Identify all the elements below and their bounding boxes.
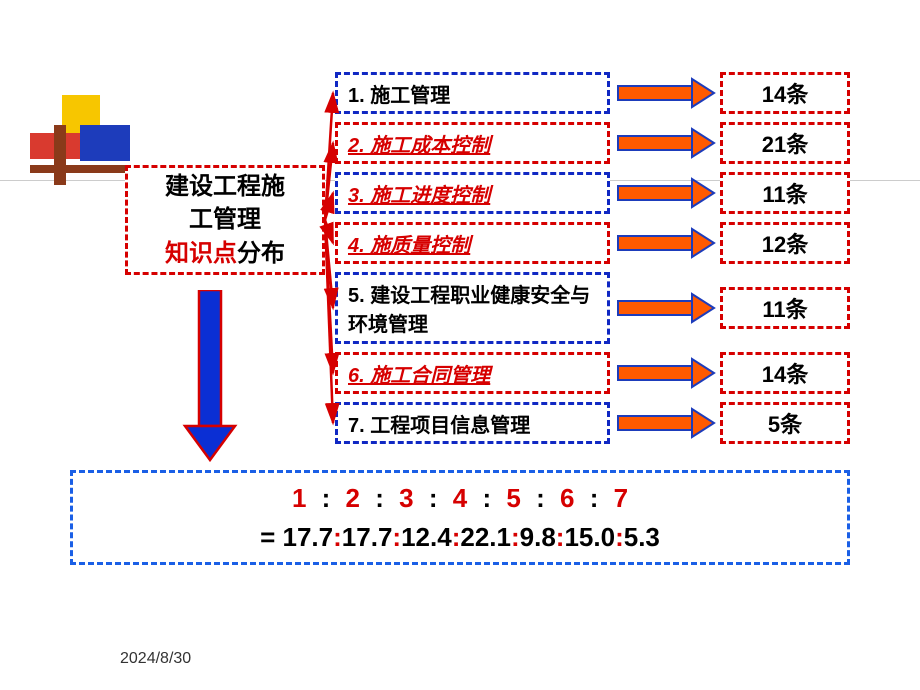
count-box-1: 14条 (720, 72, 850, 114)
topic-box-3: 3. 施工进度控制 (335, 172, 610, 214)
topic-box-7: 7. 工程项目信息管理 (335, 402, 610, 444)
topic-box-2: 2. 施工成本控制 (335, 122, 610, 164)
main-line3b: 分布 (237, 240, 285, 267)
count-box-5: 11条 (720, 287, 850, 329)
topic-box-1: 1. 施工管理 (335, 72, 610, 114)
ratio-numbers: 1 : 2 : 3 : 4 : 5 : 6 : 7 (73, 479, 847, 518)
count-box-7: 5条 (720, 402, 850, 444)
main-line1: 建设工程施 (165, 173, 285, 200)
down-arrow (170, 290, 250, 480)
topic-box-6: 6. 施工合同管理 (335, 352, 610, 394)
count-box-3: 11条 (720, 172, 850, 214)
decorative-logo (30, 95, 140, 185)
main-line3a: 知识点 (165, 240, 237, 267)
count-box-6: 14条 (720, 352, 850, 394)
topic-box-5: 5. 建设工程职业健康安全与环境管理 (335, 272, 610, 344)
ratio-box: 1 : 2 : 3 : 4 : 5 : 6 : 7 = 17.7:17.7:12… (70, 470, 850, 565)
topic-box-4: 4. 施质量控制 (335, 222, 610, 264)
main-topic-box: 建设工程施 工管理 知识点分布 (125, 165, 325, 275)
ratio-values: = 17.7:17.7:12.4:22.1:9.8:15.0:5.3 (73, 518, 847, 557)
slide-date: 2024/8/30 (120, 650, 191, 668)
count-box-4: 12条 (720, 222, 850, 264)
count-box-2: 21条 (720, 122, 850, 164)
main-line2: 工管理 (189, 206, 261, 233)
